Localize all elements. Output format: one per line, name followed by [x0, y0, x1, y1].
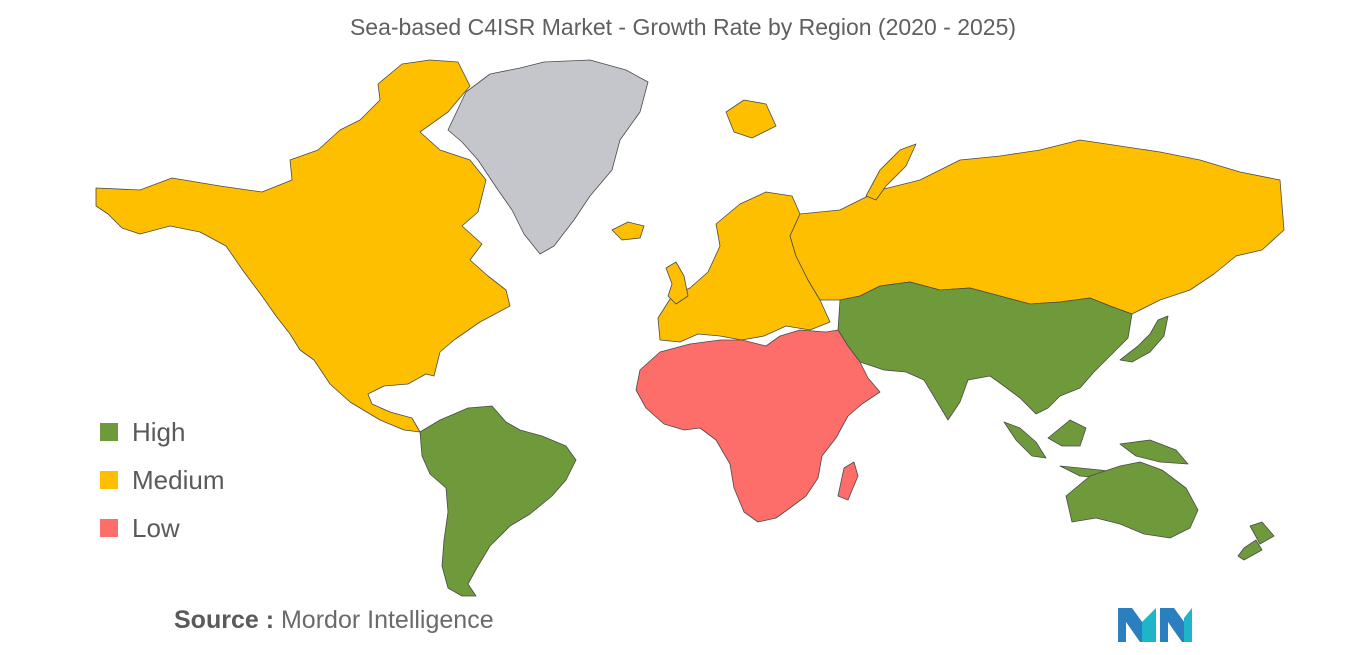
legend-item-medium: Medium — [100, 456, 224, 504]
source-text: Mordor Intelligence — [280, 606, 494, 634]
region-north-america — [95, 59, 511, 433]
legend: High Medium Low — [100, 408, 224, 552]
region-south-america — [419, 405, 577, 597]
region-mea — [635, 329, 881, 523]
region-greenland — [447, 59, 649, 255]
mordor-logo — [1118, 608, 1192, 642]
legend-swatch-low — [100, 519, 118, 537]
legend-swatch-medium — [100, 471, 118, 489]
legend-item-high: High — [100, 408, 224, 456]
region-new-zealand — [1237, 521, 1275, 561]
region-svalbard — [725, 99, 777, 139]
region-asia — [837, 281, 1133, 421]
region-japan — [1119, 315, 1169, 363]
region-uk — [665, 261, 689, 305]
region-novaya-zemlya — [865, 143, 917, 201]
region-png — [1119, 439, 1189, 465]
region-madagascar — [837, 461, 859, 501]
legend-label-medium: Medium — [132, 464, 225, 495]
region-australia — [1065, 461, 1199, 539]
chart-title: Sea-based C4ISR Market - Growth Rate by … — [349, 14, 1017, 40]
source-note: Source : Mordor Intelligence — [174, 606, 494, 635]
legend-item-low: Low — [100, 504, 224, 552]
region-russia — [789, 139, 1285, 315]
legend-label-low: Low — [132, 512, 180, 543]
region-iceland — [611, 221, 645, 241]
legend-label-high: High — [132, 416, 186, 447]
legend-swatch-high — [100, 423, 118, 441]
source-label: Source : — [174, 606, 275, 634]
